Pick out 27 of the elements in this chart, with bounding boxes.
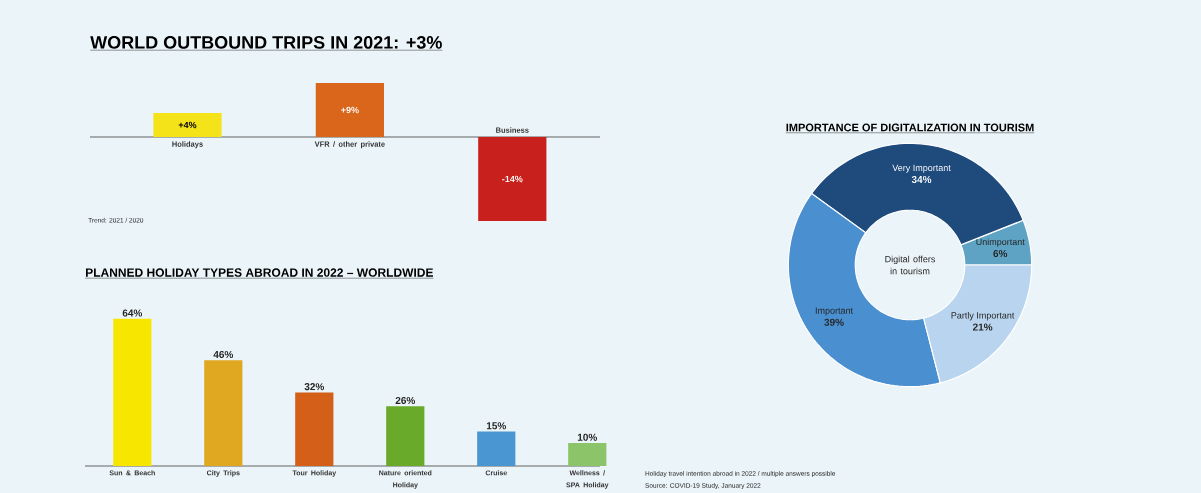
bar — [295, 392, 334, 466]
data-label: 64% — [122, 309, 143, 317]
data-label: 21% — [972, 323, 993, 331]
data-label: +9% — [341, 106, 359, 114]
bar — [113, 318, 152, 466]
data-label: 34% — [911, 175, 932, 184]
data-label: 26% — [395, 396, 416, 404]
data-label: +4% — [178, 121, 197, 129]
slice-label: Very Important — [892, 164, 951, 173]
data-label: 46% — [213, 350, 234, 358]
data-label: -14% — [502, 175, 523, 183]
text: Digital offers in tourism — [885, 255, 936, 275]
bar — [477, 431, 516, 466]
slice-label: Important — [815, 307, 853, 316]
chart-title: PLANNED HOLIDAY TYPES ABROAD IN 2022 – WORLDWIDE — [86, 268, 433, 277]
data-label: 6% — [993, 250, 1008, 258]
bar — [386, 406, 425, 466]
data-label: 39% — [824, 318, 844, 326]
bar — [204, 360, 243, 466]
slice-label: Partly Important — [951, 311, 1015, 321]
data-label: 10% — [577, 433, 598, 441]
chart-title: WORLD OUTBOUND TRIPS IN 2021: +3% — [90, 36, 442, 49]
data-label: 15% — [486, 422, 507, 430]
data-label: 32% — [304, 383, 325, 391]
slice-label: Unimportant — [976, 238, 1025, 247]
bar — [568, 443, 607, 466]
chart-title: IMPORTANCE OF DIGITALIZATION IN TOURISM — [786, 123, 1034, 132]
